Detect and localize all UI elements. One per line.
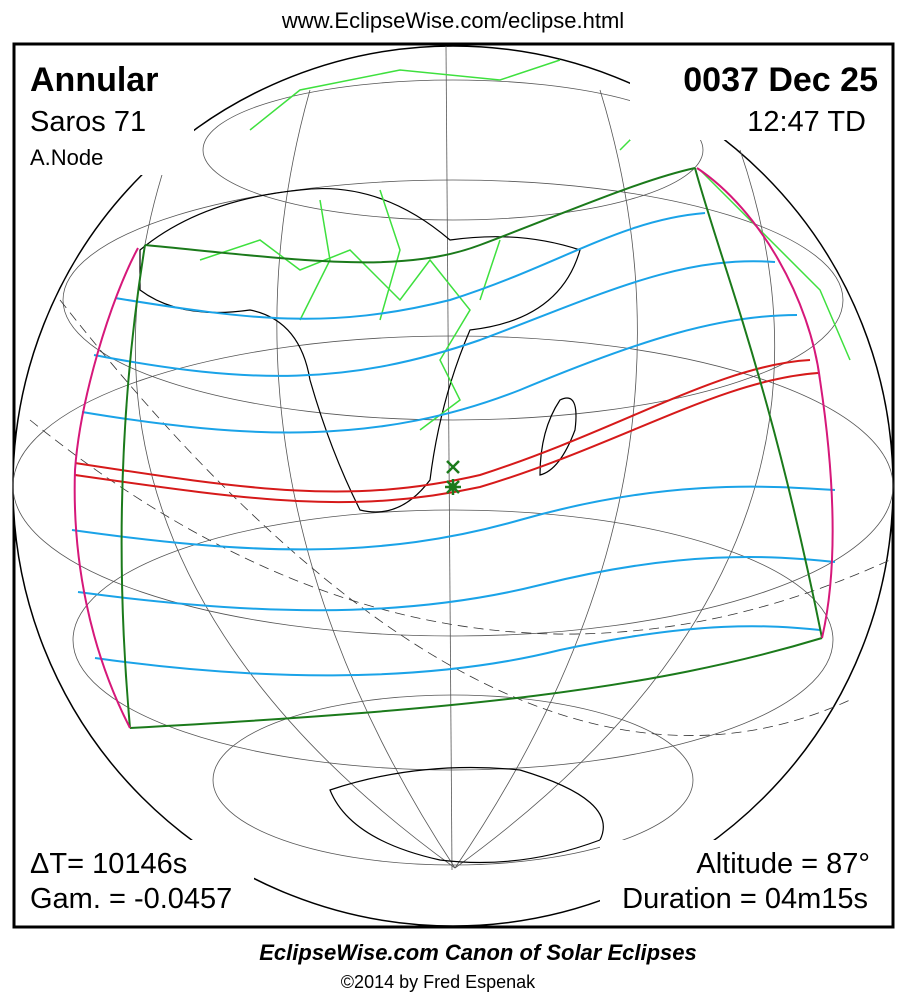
label-bg xyxy=(24,50,194,175)
node: A.Node xyxy=(30,145,103,170)
footer-title: EclipseWise.com Canon of Solar Eclipses xyxy=(259,940,697,965)
label-bg xyxy=(630,50,885,140)
copyright: ©2014 by Fred Espenak xyxy=(341,972,536,992)
label-bg xyxy=(600,840,885,920)
date: 0037 Dec 25 xyxy=(683,61,878,99)
gamma: Gam. = -0.0457 xyxy=(30,883,232,915)
time: 12:47 TD xyxy=(747,106,866,138)
saros: Saros 71 xyxy=(30,106,146,138)
duration: Duration = 04m15s xyxy=(622,883,868,915)
label-bg xyxy=(24,840,254,920)
globe xyxy=(12,45,894,927)
eclipse-type: Annular xyxy=(30,61,158,99)
delta-t: ΔT= 10146s xyxy=(30,848,187,880)
url: www.EclipseWise.com/eclipse.html xyxy=(281,8,624,33)
altitude: Altitude = 87° xyxy=(696,848,870,880)
